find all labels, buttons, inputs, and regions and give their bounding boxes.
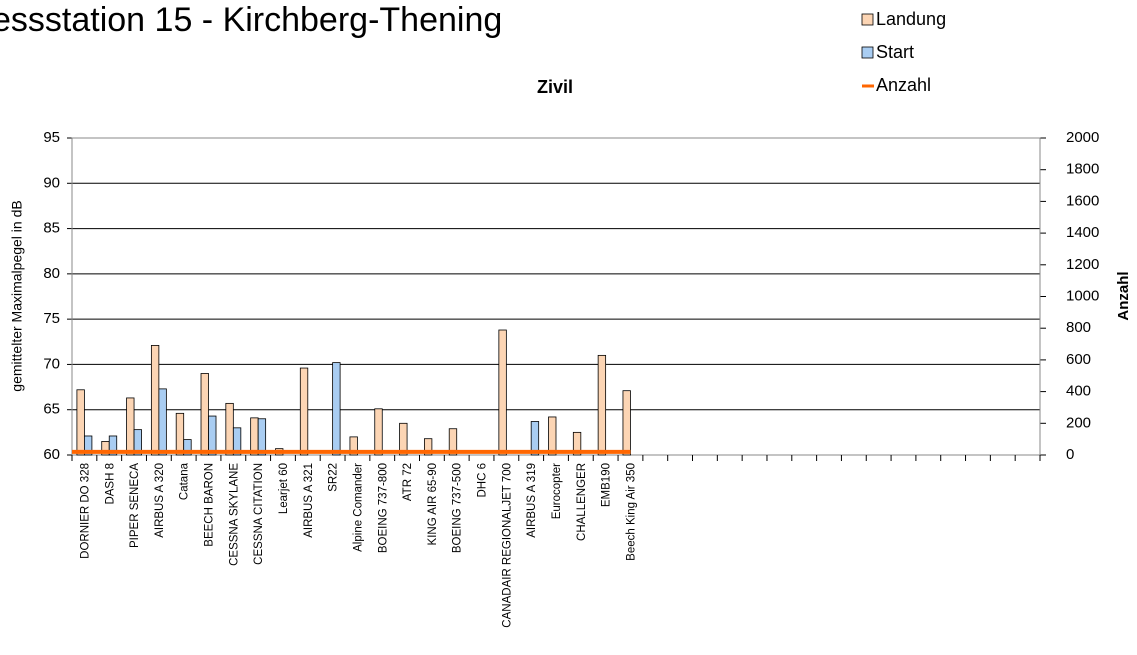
bar: [175, 412, 185, 456]
x-tick-label: Beech King Air 350: [625, 463, 637, 561]
y-tick-label: 65: [43, 401, 60, 418]
bar: [349, 436, 358, 456]
bar: [423, 438, 433, 456]
legend-swatch: [861, 46, 874, 59]
x-tick-label: Alpine Comander: [352, 463, 364, 552]
bar: [572, 431, 582, 456]
x-tick-label: SR22: [328, 463, 340, 492]
y-tick-label: 85: [43, 220, 60, 237]
y-tick-label: 75: [43, 310, 60, 327]
y2-tick-label: 1000: [1066, 287, 1099, 304]
x-tick-label: CHALLENGER: [576, 463, 588, 541]
bar: [133, 429, 142, 456]
y2-tick-label: 600: [1066, 351, 1091, 368]
y2-axis-label: Anzahl: [1115, 271, 1132, 320]
chart-subtitle: Zivil: [537, 77, 573, 97]
legend-label: Landung: [876, 9, 946, 29]
bar: [399, 422, 408, 456]
x-tick-label: BOEING 737-500: [452, 463, 464, 553]
x-tick-label: Catana: [179, 462, 191, 500]
y-axis-label: gemittelter Maximalpegel in dB: [9, 200, 25, 391]
y2-tick-label: 1400: [1066, 224, 1099, 241]
x-tick-label: PIPER SENECA: [129, 463, 141, 548]
y-tick-label: 60: [43, 446, 60, 463]
y2-tick-label: 0: [1066, 446, 1074, 463]
y2-tick-label: 1800: [1066, 161, 1099, 178]
x-tick-label: DASH 8: [104, 463, 116, 505]
bar: [84, 435, 93, 456]
y-tick-label: 70: [43, 355, 60, 372]
legend-label: Anzahl: [876, 75, 931, 95]
x-tick-label: Eurocopter: [551, 463, 563, 519]
x-tick-label: EMB190: [601, 463, 613, 507]
x-tick-label: CANADAIR REGIONALJET 700: [501, 463, 513, 628]
x-tick-label: AIRBUS A 319: [526, 463, 538, 538]
bar: [208, 415, 217, 456]
y-tick-label: 95: [43, 129, 60, 146]
y2-tick-label: 2000: [1066, 129, 1099, 146]
legend-swatch: [861, 13, 874, 26]
bar: [257, 418, 267, 456]
bar: [150, 345, 160, 456]
x-tick-label: DORNIER DO 328: [79, 463, 91, 559]
legend-label: Start: [876, 42, 914, 62]
bar: [530, 421, 540, 456]
y2-tick-label: 1600: [1066, 192, 1099, 209]
y2-tick-label: 400: [1066, 383, 1091, 400]
x-tick-label: CESSNA SKYLANE: [228, 463, 240, 566]
bar: [597, 354, 607, 456]
chart-title: essstation 15 - Kirchberg-Thening: [0, 1, 502, 39]
bar: [126, 397, 135, 456]
y2-tick-label: 200: [1066, 414, 1091, 431]
x-tick-label: BOEING 737-800: [377, 463, 389, 553]
x-tick-label: ATR 72: [402, 463, 414, 501]
x-tick-label: AIRBUS A 321: [303, 463, 315, 538]
bar: [622, 390, 631, 456]
plot-frame: [71, 137, 1041, 456]
x-tick-label: BEECH BARON: [204, 463, 216, 547]
bar: [225, 402, 234, 456]
y2-tick-label: 1200: [1066, 256, 1099, 273]
bar: [158, 388, 167, 456]
bar: [374, 408, 383, 456]
bar: [232, 427, 242, 456]
bar: [108, 435, 118, 456]
bar: [250, 417, 259, 456]
x-tick-label: AIRBUS A 320: [154, 463, 166, 538]
x-tick-label: Learjet 60: [278, 463, 290, 514]
bar: [448, 428, 458, 456]
bar: [183, 439, 192, 456]
x-tick-label: CESSNA CITATION: [253, 463, 265, 565]
y-tick-label: 80: [43, 265, 60, 282]
y-tick-label: 90: [43, 174, 60, 191]
bar: [76, 389, 85, 456]
bar: [548, 416, 557, 456]
y2-tick-label: 800: [1066, 319, 1091, 336]
bar: [332, 362, 341, 456]
bar: [200, 373, 209, 456]
x-tick-label: KING AIR 65-90: [427, 463, 439, 545]
x-tick-label: DHC 6: [477, 463, 489, 498]
bar: [299, 367, 309, 456]
bar: [498, 329, 507, 456]
